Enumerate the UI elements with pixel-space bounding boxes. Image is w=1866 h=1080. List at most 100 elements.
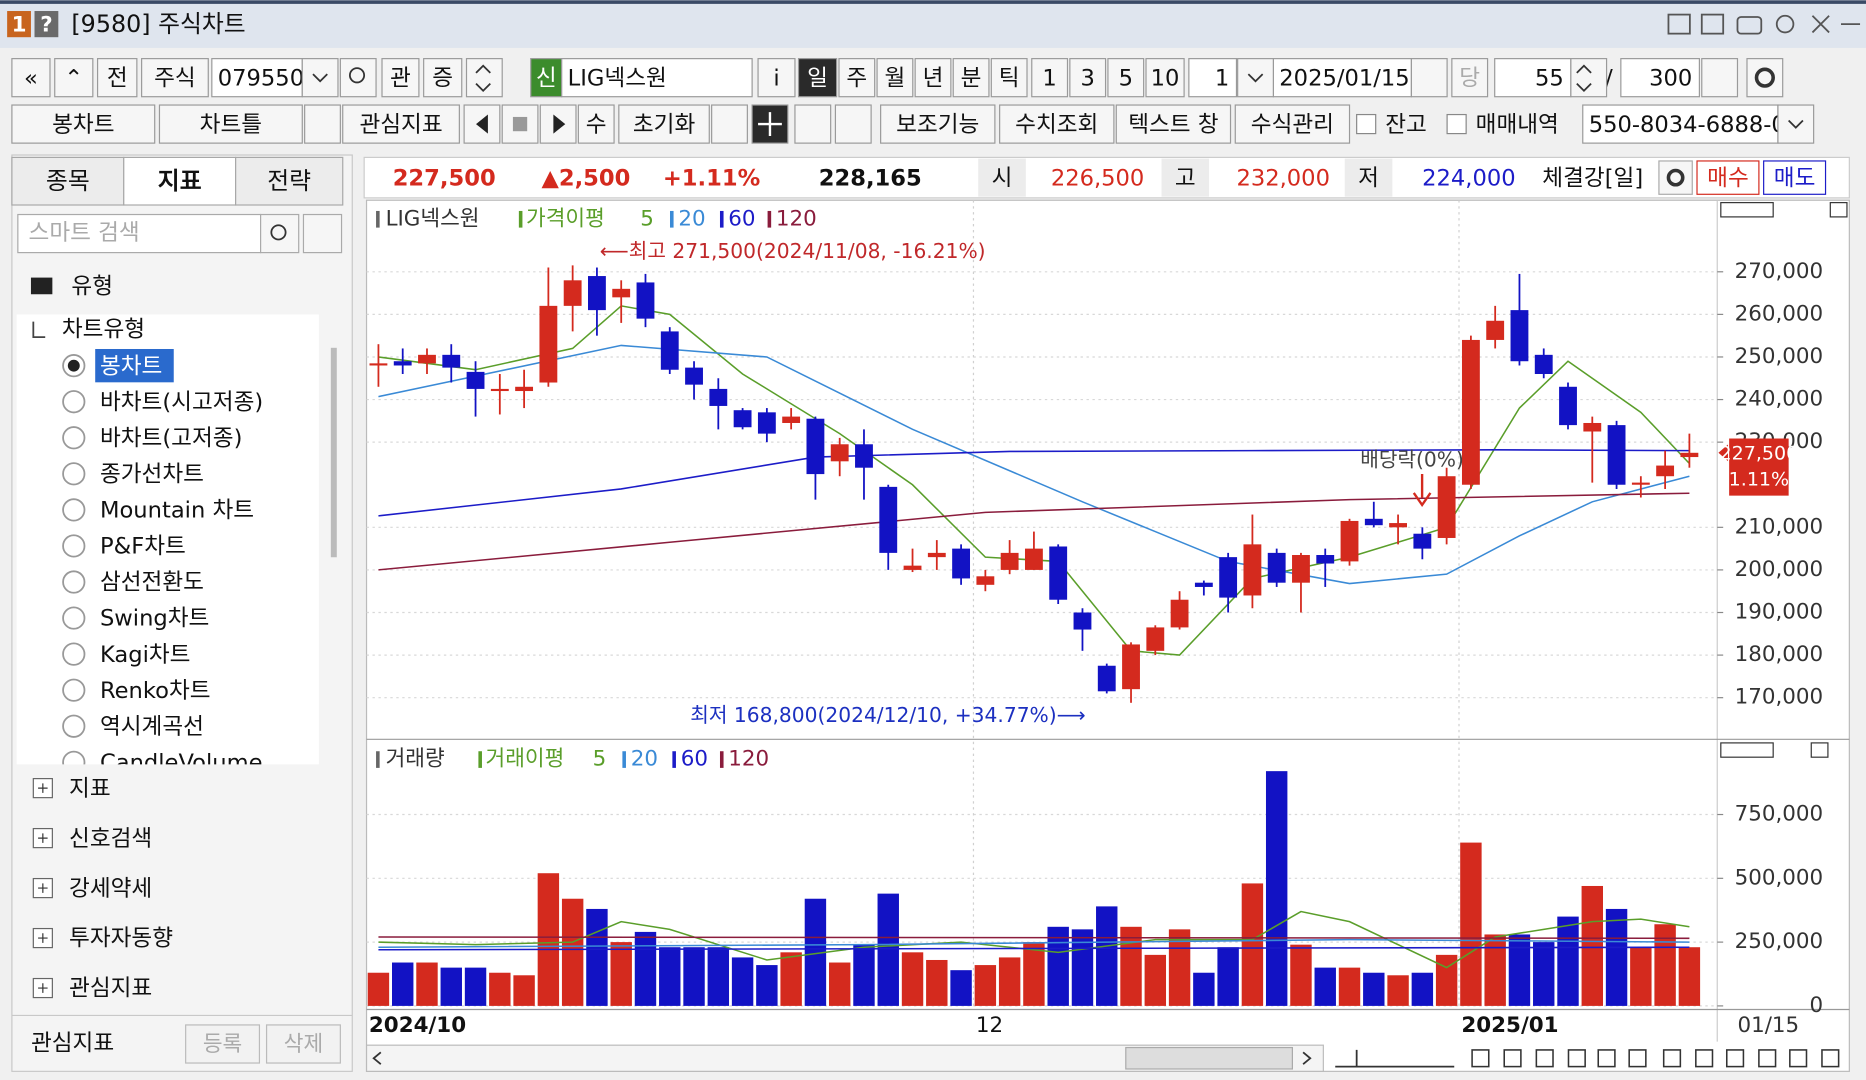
icon-button[interactable] — [794, 104, 832, 144]
panel-icon[interactable] — [1829, 202, 1848, 218]
icon[interactable] — [1736, 16, 1763, 35]
legend-entry[interactable]: 5 — [593, 747, 607, 772]
chart-type[interactable]: 봉차트 — [100, 353, 162, 379]
tab[interactable] — [235, 156, 344, 206]
tab[interactable] — [11, 156, 125, 206]
legend-entry[interactable]: 20 — [678, 206, 705, 231]
input-box[interactable] — [1620, 58, 1700, 98]
icon[interactable] — [1700, 13, 1725, 35]
checkbox[interactable] — [1446, 113, 1467, 135]
button[interactable] — [1107, 58, 1145, 98]
chart-type[interactable]: 종가선차트 — [100, 462, 204, 488]
icon-button[interactable] — [1570, 58, 1608, 98]
radio[interactable] — [62, 606, 86, 630]
button[interactable] — [1145, 58, 1185, 98]
tab[interactable] — [123, 156, 237, 206]
expand-button[interactable] — [302, 213, 343, 254]
bottom-icon[interactable] — [1535, 1049, 1554, 1068]
panel-icon[interactable] — [1720, 202, 1774, 218]
radio[interactable] — [62, 678, 86, 702]
button[interactable] — [265, 1024, 341, 1064]
button[interactable] — [11, 58, 51, 98]
button[interactable] — [577, 104, 615, 144]
icon-button[interactable] — [834, 104, 872, 144]
bottom-icon[interactable] — [1503, 1049, 1522, 1068]
chart-type[interactable]: 삼선전환도 — [100, 570, 204, 596]
radio[interactable] — [62, 462, 86, 486]
panel-icon[interactable] — [1720, 742, 1774, 758]
bottom-icon[interactable] — [1725, 1049, 1745, 1068]
button[interactable] — [838, 58, 876, 98]
button[interactable] — [1451, 58, 1489, 98]
button[interactable] — [757, 58, 796, 98]
radio[interactable] — [62, 390, 86, 414]
button[interactable] — [1696, 160, 1760, 195]
badge[interactable] — [7, 11, 31, 38]
button[interactable] — [952, 58, 990, 98]
chart-type[interactable]: 바차트(고저종) — [100, 425, 242, 451]
button[interactable] — [158, 104, 303, 144]
legend-entry[interactable]: 20 — [631, 747, 658, 772]
icon-button[interactable] — [339, 58, 377, 98]
tree-group[interactable]: 강세약세 — [69, 876, 152, 902]
button[interactable] — [999, 104, 1115, 144]
bottom-icon[interactable] — [1662, 1049, 1682, 1068]
legend-entry[interactable]: 120 — [776, 206, 817, 231]
chart-type[interactable]: Mountain 차트 — [100, 498, 254, 524]
icon-button[interactable] — [1237, 58, 1274, 98]
input-box[interactable] — [561, 58, 753, 98]
button[interactable] — [141, 58, 209, 98]
bottom-icon[interactable] — [1695, 1049, 1714, 1068]
bottom-icon[interactable] — [1789, 1049, 1808, 1068]
icon-button[interactable] — [465, 58, 503, 98]
button[interactable] — [1031, 58, 1069, 98]
search-button[interactable] — [260, 213, 300, 254]
button[interactable] — [1115, 104, 1232, 144]
input-box[interactable] — [211, 58, 303, 98]
bottom-icon[interactable] — [1628, 1049, 1647, 1068]
icon[interactable] — [1775, 14, 1795, 34]
icon-button[interactable] — [711, 104, 748, 144]
tree-group[interactable]: 지표 — [69, 776, 111, 802]
radio[interactable] — [62, 498, 86, 522]
icon[interactable] — [1667, 13, 1691, 35]
button[interactable] — [530, 58, 563, 98]
button[interactable] — [381, 58, 420, 98]
chart-type[interactable]: 역시계곡선 — [100, 714, 204, 740]
button[interactable] — [185, 1024, 261, 1064]
radio[interactable] — [62, 642, 86, 666]
scroll-thumb[interactable] — [1125, 1046, 1293, 1070]
icon-button[interactable] — [1410, 58, 1448, 98]
button[interactable] — [618, 104, 710, 144]
bottom-icon[interactable] — [1567, 1049, 1586, 1068]
button[interactable] — [342, 104, 460, 144]
legend-entry[interactable]: 5 — [640, 206, 654, 231]
radio[interactable] — [62, 426, 86, 450]
help-badge[interactable] — [34, 11, 59, 38]
legend-entry[interactable]: 60 — [728, 206, 755, 231]
button[interactable] — [1763, 160, 1827, 195]
button[interactable] — [797, 58, 838, 98]
button[interactable] — [1658, 160, 1693, 195]
chart-type[interactable]: Renko차트 — [100, 678, 211, 704]
bottom-icon[interactable] — [1758, 1049, 1777, 1068]
radio[interactable] — [62, 750, 86, 773]
chart-type[interactable]: 바차트(시고저종) — [100, 389, 263, 415]
radio[interactable] — [62, 570, 86, 594]
button[interactable] — [54, 58, 94, 98]
button[interactable] — [876, 58, 914, 98]
bottom-icon[interactable] — [1821, 1049, 1840, 1068]
icon[interactable] — [1811, 15, 1830, 34]
tree-group[interactable]: 신호검색 — [69, 826, 152, 852]
chart-type[interactable]: Kagi차트 — [100, 642, 191, 668]
icon-button[interactable] — [301, 58, 339, 98]
checkbox[interactable] — [1356, 113, 1377, 135]
icon-button[interactable] — [304, 104, 341, 144]
radio[interactable] — [62, 534, 86, 558]
button[interactable] — [423, 58, 463, 98]
button[interactable] — [914, 58, 952, 98]
button[interactable] — [880, 104, 996, 144]
radio[interactable] — [62, 714, 86, 738]
icon-button[interactable] — [1777, 104, 1815, 144]
tree-group[interactable]: 관심지표 — [69, 976, 152, 1002]
